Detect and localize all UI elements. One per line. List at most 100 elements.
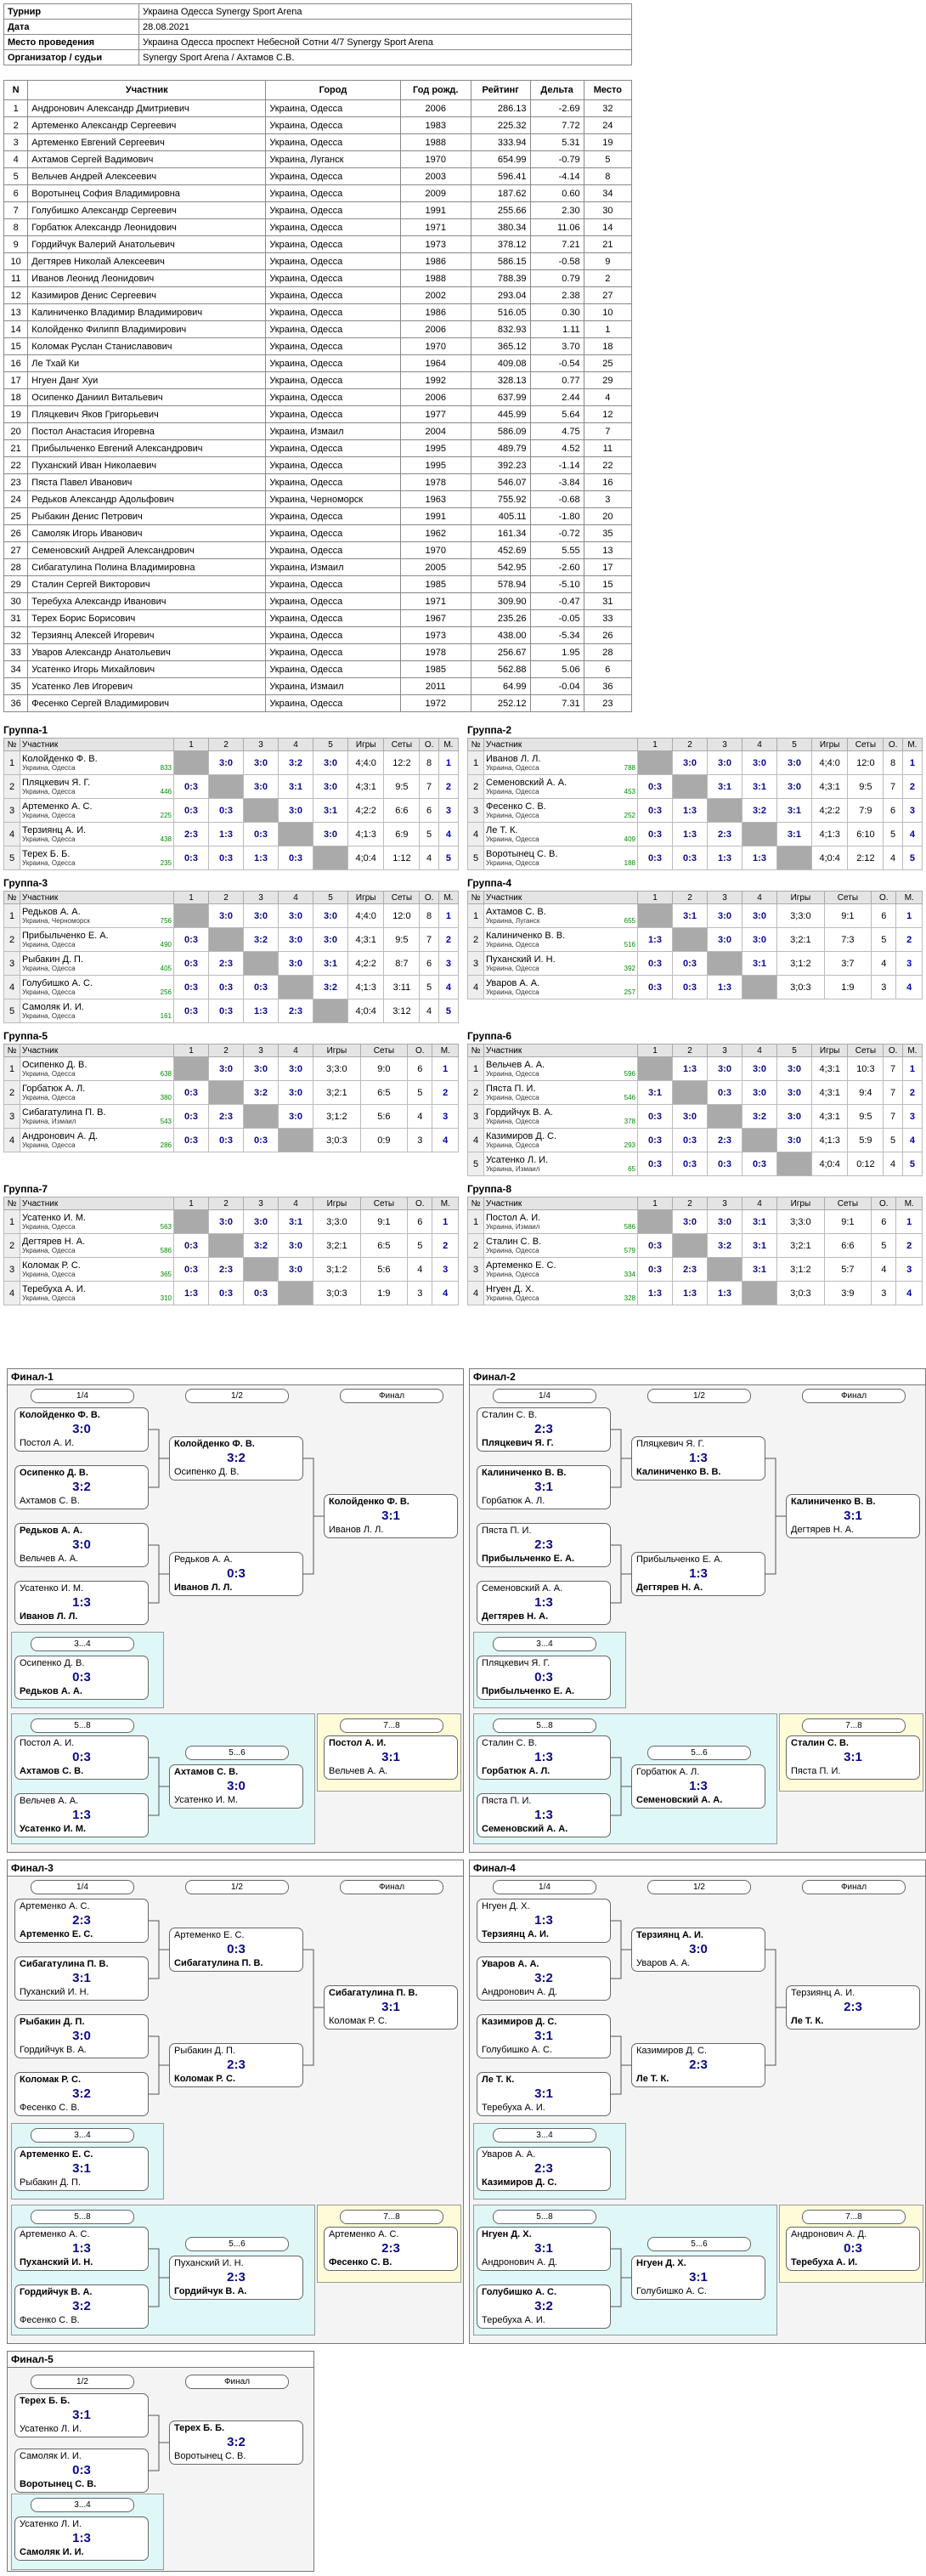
cell: 0.60	[529, 184, 584, 202]
player-b: Дегтярев Н. А.	[636, 1582, 703, 1593]
cell: 3	[583, 490, 633, 508]
player-city: Украина, Одесса	[22, 1271, 76, 1278]
participant-row: 18 Осипенко Даниил Витальевич Украина, Оде…	[3, 388, 633, 406]
column-header: Сеты	[383, 891, 421, 904]
player-city: Украина, Одесса	[486, 764, 539, 772]
cell: Иванов Леонид Леонидович	[27, 269, 267, 287]
cell: 25	[583, 354, 633, 372]
cell: Голубишко Александр Сергеевич	[27, 201, 267, 219]
group-header: № Участник 1 2 3 4 5 Игры Сеты О. М.	[3, 738, 460, 751]
match-score: 3:1	[72, 2408, 91, 2422]
games: 4;1:3	[347, 975, 385, 999]
column-header: 2	[208, 1197, 244, 1210]
player-rating: 365	[160, 1271, 172, 1278]
group: Группа-5 № Участник 1 2 3 4 Игры Сеты О. М. 1 Осипен…	[3, 1030, 459, 1176]
games: 3;1:2	[313, 1257, 361, 1282]
player-a: Постол А. И.	[20, 1738, 75, 1748]
cell: 1983	[399, 116, 471, 134]
score: 0:3	[173, 1104, 209, 1129]
match-score: 3:1	[534, 2029, 553, 2043]
player-b: Калиниченко В. В.	[636, 1467, 721, 1477]
points: 4	[883, 1152, 903, 1176]
cell: Горбатюк Александр Леонидович	[27, 218, 267, 236]
participant-row: 10 Дегтярев Николай Алексеевич Украина, Од…	[3, 252, 633, 270]
score: 0:3	[637, 774, 673, 799]
cell: Коломак Руслан Станиславович	[27, 337, 267, 355]
player-name: Ахтамов С. В.	[486, 907, 546, 917]
player-city: Украина, Одесса	[486, 835, 539, 843]
player-b: Фесенко С. В.	[20, 2103, 80, 2113]
seed: 1	[3, 1056, 20, 1081]
player-a: Казимиров Д. С.	[636, 2046, 707, 2056]
cell: 29	[3, 575, 29, 593]
player-name: Казимиров Д. С.	[486, 1131, 556, 1141]
score: 3:1	[742, 1233, 777, 1258]
score: 0:3	[707, 1152, 742, 1176]
group-title: Группа-5	[3, 1030, 48, 1042]
points: 5	[883, 1128, 903, 1152]
cell: -1.14	[529, 456, 584, 474]
player-name: Гордийчук В. А.	[486, 1107, 553, 1118]
sets: 6:9	[383, 822, 421, 846]
player: Самоляк И. И. Украина, Одесса 161	[20, 999, 174, 1023]
score: 0:3	[243, 975, 279, 999]
connector	[611, 2035, 631, 2066]
cell: Сталин Сергей Викторович	[27, 575, 267, 593]
score: 3:0	[776, 750, 812, 775]
score: 0:3	[173, 1257, 209, 1282]
cell: 3.70	[529, 337, 584, 355]
player-name: Нгуен Д. Х.	[486, 1284, 534, 1294]
player-a: Калиниченко В. В.	[791, 1497, 876, 1507]
player-b: Рыбакин Д. П.	[20, 2177, 82, 2188]
score: 2:3	[707, 1128, 742, 1152]
player: Усатенко И. М. Украина, Одесса 563	[20, 1209, 174, 1234]
points: 6	[407, 1056, 433, 1081]
connectors	[149, 1429, 324, 1816]
player-rating: 586	[624, 1223, 635, 1231]
group-header: № Участник 1 2 3 4 Игры Сеты О. М.	[467, 1197, 923, 1210]
player-b: Теребуха А. И.	[482, 2103, 545, 2113]
games: 3;3:0	[776, 1209, 825, 1234]
match-score: 0:3	[72, 1670, 91, 1684]
points: 5	[407, 1080, 433, 1105]
sets: 9:1	[359, 1209, 409, 1234]
match-score: 0:3	[227, 1566, 246, 1581]
cell: Теребуха Александр Иванович	[27, 592, 267, 610]
connector	[149, 2064, 169, 2095]
match: Самоляк И. И. 0:3 Воротынец С. В.	[14, 2449, 149, 2493]
player: Артеменко Е. С. Украина, Одесса 334	[483, 1257, 638, 1282]
column-header: О.	[419, 891, 439, 904]
column-header: Дельта	[529, 80, 584, 100]
score: 0:3	[278, 846, 313, 870]
group-header: № Участник 1 2 3 4 5 Игры Сеты О. М.	[3, 891, 460, 904]
match: Горбатюк А. Л. 1:3 Семеновский А. А.	[631, 1764, 765, 1809]
cell: Самоляк Игорь Иванович	[27, 524, 267, 542]
score: 2:3	[208, 1257, 244, 1282]
place: 1	[901, 750, 923, 775]
player-city: Украина, Одесса	[486, 988, 539, 996]
games: 3;1:2	[776, 1257, 825, 1282]
column-header: 4	[278, 1044, 313, 1057]
column-header: Игры	[810, 738, 849, 751]
match: Редьков А. А. 0:3 Иванов Л. Л.	[169, 1552, 303, 1596]
score: 0:3	[208, 798, 244, 823]
player-b: Осипенко Д. В.	[174, 1467, 240, 1477]
cell: -2.60	[529, 558, 584, 576]
column-header: Место	[583, 80, 633, 100]
participant-row: 25 Рыбакин Денис Петрович Украина, Одесса 1…	[3, 507, 633, 525]
match-score: 3:2	[72, 2299, 91, 2313]
group-row: 3 Коломак Р. С. Украина, Одесса 365 0:3 2:3 3:…	[3, 1257, 459, 1282]
games: 3;1:2	[313, 1104, 361, 1129]
connectors	[149, 2415, 169, 2471]
player-rating: 438	[160, 835, 172, 843]
player-rating: 638	[160, 1070, 172, 1078]
group-row: 3 Пуханский И. Н. Украина, Одесса 392 0:3 0:3…	[467, 951, 923, 976]
group-row: 4 Терзиянц А. И. Украина, Одесса 438 2:3 1:3 0…	[3, 822, 460, 846]
sets: 8:7	[383, 951, 421, 976]
player: Артеменко А. С. Украина, Одесса 225	[20, 798, 174, 823]
self-cell	[208, 774, 244, 799]
player: Теребуха А. И. Украина, Одесса 310	[20, 1281, 174, 1305]
round-label: 5...6	[185, 1746, 289, 1760]
player-a: Вельчев А. А.	[20, 1796, 79, 1806]
